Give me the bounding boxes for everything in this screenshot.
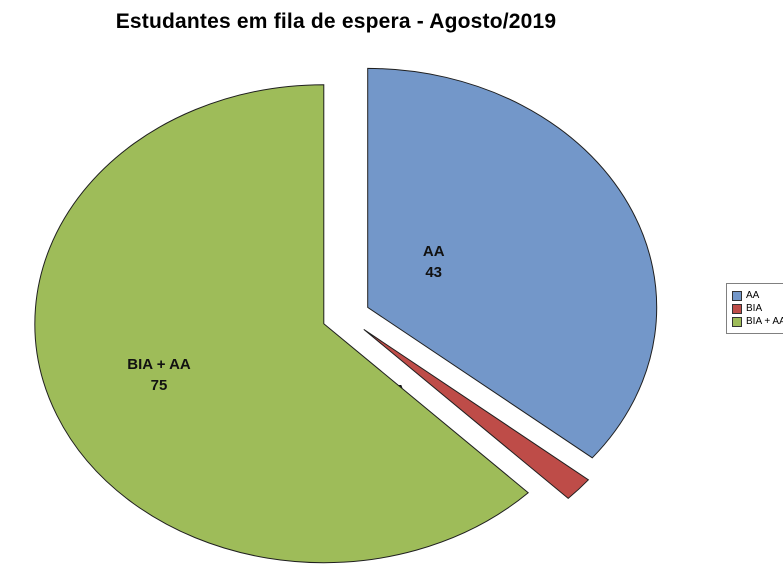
- legend: AA BIA BIA + AA: [726, 283, 783, 334]
- legend-item-bia-aa: BIA + AA: [732, 316, 783, 327]
- legend-label: BIA + AA: [746, 316, 783, 327]
- legend-label: BIA: [746, 303, 763, 314]
- slice-label-name: AA: [423, 243, 445, 260]
- pie-slice-aa: [367, 67, 658, 459]
- legend-swatch-icon: [732, 316, 742, 327]
- slice-label-value: 43: [425, 264, 442, 281]
- chart-title: Estudantes em fila de espera - Agosto/20…: [115, 10, 557, 33]
- legend-swatch-icon: [732, 290, 742, 301]
- pie-slice-bia-aa: [34, 84, 529, 564]
- pie-slice-bia: [363, 328, 590, 500]
- slice-label-value: 75: [151, 377, 168, 394]
- legend-items: AA BIA BIA + AA: [732, 290, 783, 327]
- legend-item-bia: BIA: [732, 303, 783, 314]
- legend-label: AA: [746, 290, 760, 301]
- slice-label-name: BIA + AA: [127, 356, 191, 373]
- legend-swatch-icon: [732, 303, 742, 314]
- legend-item-aa: AA: [732, 290, 783, 301]
